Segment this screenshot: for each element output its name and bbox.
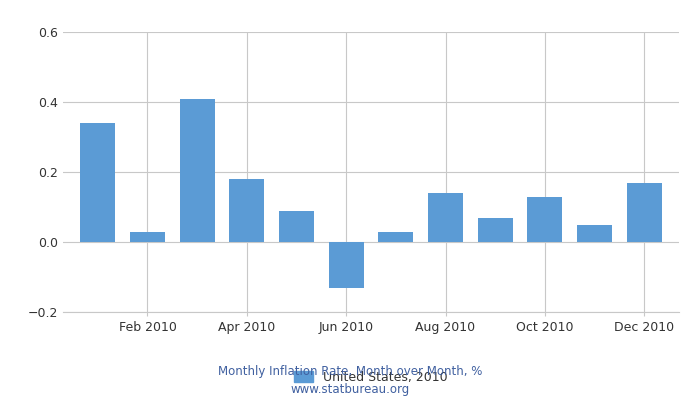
Legend: United States, 2010: United States, 2010 [289,366,453,389]
Text: www.statbureau.org: www.statbureau.org [290,384,410,396]
Bar [578,224,612,242]
Bar [80,123,116,242]
Bar [626,182,662,242]
Bar [329,242,363,288]
Bar [230,179,264,242]
Bar [478,218,512,242]
Text: Monthly Inflation Rate, Month over Month, %: Monthly Inflation Rate, Month over Month… [218,365,482,378]
Bar [379,232,413,242]
Bar [428,193,463,242]
Bar [180,98,214,242]
Bar [130,232,164,242]
Bar [279,210,314,242]
Bar [528,196,562,242]
